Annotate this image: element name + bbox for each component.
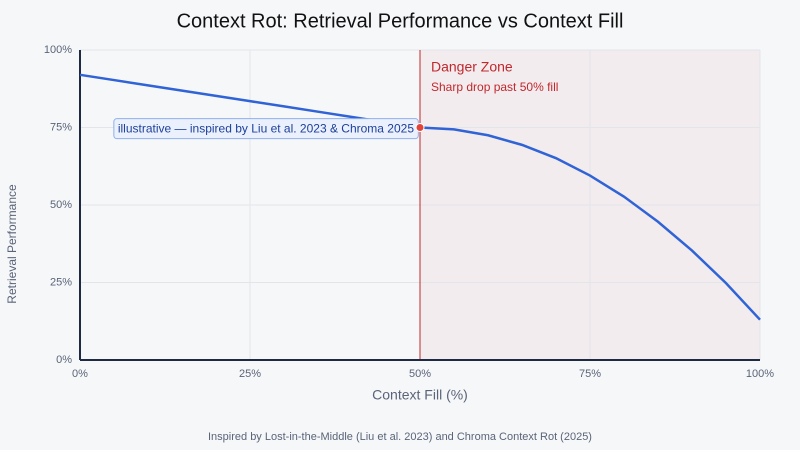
y-tick-label: 75% xyxy=(50,121,72,133)
marker-label: illustrative — inspired by Liu et al. 20… xyxy=(118,122,414,136)
danger-note: Sharp drop past 50% fill xyxy=(431,80,558,94)
y-tick-label: 100% xyxy=(44,44,72,56)
x-axis-label: Context Fill (%) xyxy=(372,387,468,403)
x-tick-label: 75% xyxy=(579,368,601,380)
y-tick-label: 25% xyxy=(50,276,72,288)
footnote: Inspired by Lost-in-the-Middle (Liu et a… xyxy=(208,431,592,443)
x-tick-label: 0% xyxy=(72,368,88,380)
x-tick-label: 100% xyxy=(746,368,774,380)
x-tick-label: 50% xyxy=(409,368,431,380)
x-tick-label: 25% xyxy=(239,368,261,380)
y-tick-label: 0% xyxy=(56,354,72,366)
y-axis-label: Retrieval Performance xyxy=(5,184,19,304)
y-tick-label: 50% xyxy=(50,199,72,211)
danger-label: Danger Zone xyxy=(431,59,513,75)
chart-title: Context Rot: Retrieval Performance vs Co… xyxy=(177,10,624,32)
marker-point xyxy=(415,123,425,132)
